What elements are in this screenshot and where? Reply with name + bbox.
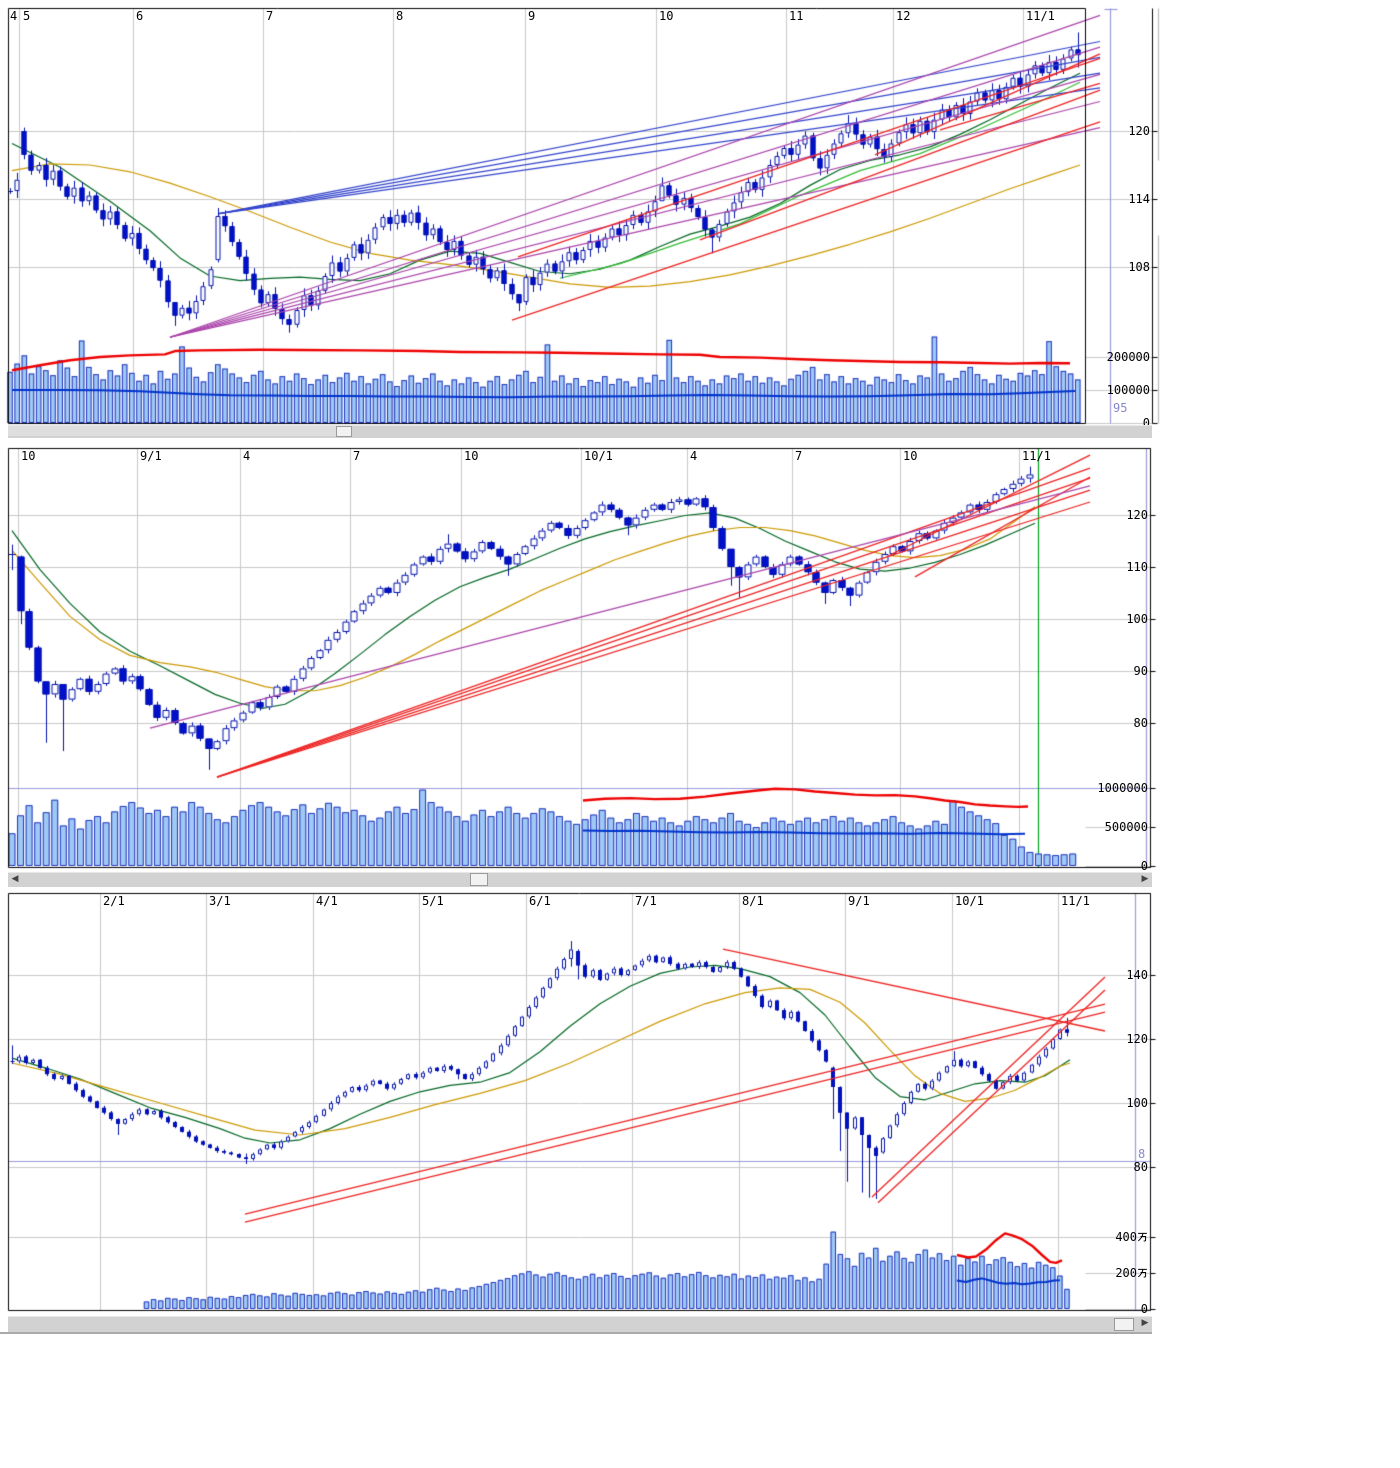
x-axis-month-label: 11/1 — [1061, 894, 1090, 908]
scroll-right-arrow-icon[interactable]: ▶ — [1141, 1318, 1149, 1328]
x-axis-month-label: 12 — [896, 9, 911, 23]
y-axis-tick-label: 140 — [1126, 968, 1148, 982]
x-axis-month-label: 5/1 — [422, 894, 444, 908]
top-chart-h-scrollbar-range[interactable] — [8, 426, 336, 436]
x-axis-month-label: 10 — [464, 449, 479, 463]
x-axis-month-label: 2/1 — [103, 894, 125, 908]
x-axis-month-label: 7 — [266, 9, 274, 23]
y-axis-tick-label: 114 — [1128, 192, 1150, 206]
x-axis-month-label: 10/1 — [955, 894, 984, 908]
y-axis-tick-label: 0 — [1140, 1302, 1148, 1316]
y-axis-tick-label: 100 — [1126, 1096, 1148, 1110]
scroll-left-arrow-icon[interactable]: ◀ — [11, 874, 19, 884]
y-axis-tick-label: 400 — [1115, 1231, 1148, 1243]
y-axis-tick-label: 1000000 — [1097, 781, 1148, 795]
y-axis-tick-label: 500000 — [1104, 820, 1148, 834]
level-value-label: 95 — [1113, 401, 1128, 415]
x-axis-month-label: 6 — [136, 9, 144, 23]
middle-chart-h-scrollbar-thumb[interactable] — [470, 873, 488, 886]
y-axis-tick-label: 80 — [1133, 1160, 1148, 1174]
middle-chart-h-scrollbar[interactable] — [8, 872, 1152, 887]
x-axis-month-label: 4 — [243, 449, 251, 463]
man-kanji-glyph — [1137, 1232, 1147, 1242]
y-axis-tick-label: 120 — [1126, 1032, 1148, 1046]
x-axis-month-label: 3/1 — [209, 894, 231, 908]
x-axis-month-label: 11/1 — [1022, 449, 1051, 463]
x-axis-month-label: 7 — [795, 449, 803, 463]
y-axis-tick-label: 100000 — [1106, 383, 1150, 397]
x-axis-month-label: 5 — [23, 9, 31, 23]
x-axis-month-label: 4 — [690, 449, 698, 463]
scroll-right-arrow-icon[interactable]: ▶ — [1141, 874, 1149, 884]
x-axis-month-label: 10 — [659, 9, 674, 23]
y-axis-tick-label: 200 — [1115, 1267, 1148, 1279]
x-axis-month-label: 10 — [903, 449, 918, 463]
bottom-chart-h-scrollbar[interactable] — [8, 1316, 1152, 1332]
y-axis-tick-label: 200000 — [1106, 350, 1150, 364]
man-kanji-glyph — [1137, 1268, 1147, 1278]
x-axis-month-label: 4/1 — [316, 894, 338, 908]
y-axis-tick-label: 108 — [1128, 260, 1150, 274]
y-axis-tick-label: 0 — [1142, 416, 1150, 430]
level-value-label: 8 — [1138, 1147, 1146, 1161]
x-axis-month-label: 8/1 — [742, 894, 764, 908]
x-axis-month-label: 11/1 — [1026, 9, 1055, 23]
y-axis-tick-label: 100 — [1126, 612, 1148, 626]
x-axis-month-label: 7/1 — [635, 894, 657, 908]
x-axis-month-label: 9 — [528, 9, 536, 23]
x-axis-month-label: 9/1 — [140, 449, 162, 463]
y-axis-tick-label: 0 — [1140, 859, 1148, 873]
bottom-chart-h-scrollbar-thumb[interactable] — [1114, 1318, 1134, 1331]
y-axis-tick-label: 80 — [1133, 716, 1148, 730]
x-axis-month-label: 10/1 — [584, 449, 613, 463]
x-axis-month-label: 7 — [353, 449, 361, 463]
x-axis-month-label: 9/1 — [848, 894, 870, 908]
x-axis-month-label: 11 — [789, 9, 804, 23]
x-axis-month-label: 6/1 — [529, 894, 551, 908]
y-axis-tick-label: 90 — [1133, 664, 1148, 678]
x-axis-month-label: 8 — [396, 9, 404, 23]
x-axis-month-label: 4 — [10, 9, 18, 23]
x-axis-month-label: 10 — [21, 449, 36, 463]
y-axis-tick-label: 120 — [1126, 508, 1148, 522]
y-axis-tick-label: 110 — [1126, 560, 1148, 574]
window-bottom-edge — [0, 1332, 1152, 1334]
y-axis-tick-label: 120 — [1128, 124, 1150, 138]
top-chart-h-scrollbar-thumb[interactable] — [336, 426, 352, 437]
